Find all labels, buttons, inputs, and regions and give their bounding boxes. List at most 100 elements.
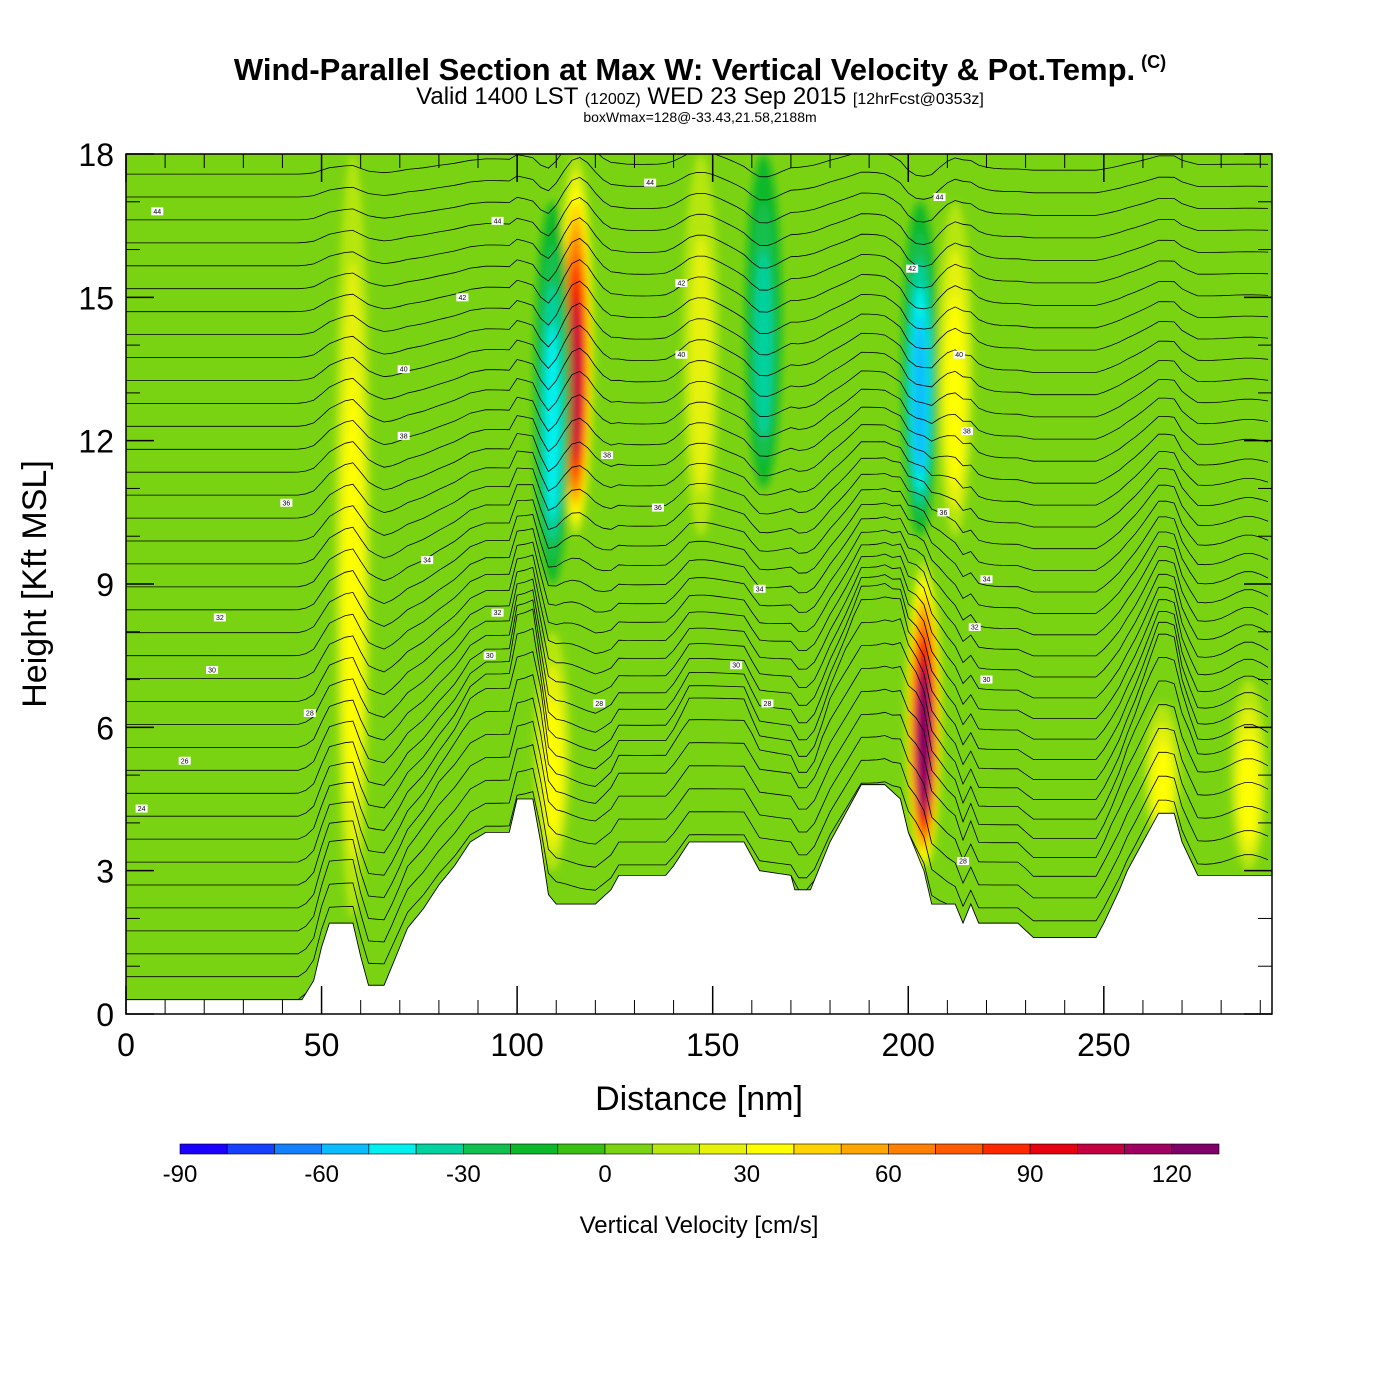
y-tick-label: 15 (78, 280, 114, 316)
velocity-level--45 (544, 323, 560, 520)
theta-label: 42 (675, 279, 688, 288)
y-tick-label: 9 (96, 567, 114, 603)
colorbar-swatch (1029, 1143, 1078, 1155)
theta-label-text: 28 (764, 701, 772, 708)
velocity-feature-updraft (682, 154, 719, 537)
theta-label-text: 34 (423, 558, 431, 565)
x-tick: 250 (1077, 154, 1131, 1063)
theta-label-text: 26 (181, 758, 189, 765)
x-tick: 100 (490, 154, 544, 1063)
theta-label: 32 (968, 623, 981, 632)
theta-contour-line (126, 259, 1269, 313)
theta-label-text: 36 (940, 510, 948, 517)
velocity-level--35 (754, 248, 773, 439)
colorbar-tick-label: 60 (875, 1161, 902, 1188)
colorbar-swatch (557, 1143, 606, 1155)
theta-label-text: 28 (959, 859, 967, 866)
theta-contour-line (126, 582, 1269, 771)
theta-contour-line (126, 502, 1269, 611)
theta-label: 30 (483, 651, 496, 660)
forecast-info: [12hrFcst@0353z] (852, 91, 984, 108)
theta-label-text: 42 (908, 266, 916, 273)
colorbar-swatch (746, 1143, 795, 1155)
y-tick: 9 (96, 567, 1272, 603)
velocity-feature-downdraft (901, 201, 938, 537)
theta-label-text: 28 (595, 701, 603, 708)
x-tick: 200 (882, 154, 935, 1063)
plot-area: 44 44 44 44 42 42 42 40 40 40 38 38 38 36 36 36 34 34 34 32… (126, 154, 1272, 1014)
theta-label: 38 (960, 427, 973, 436)
theta-label-text: 40 (955, 352, 963, 359)
colorbar-swatch (226, 1143, 275, 1155)
valid-utc: (1200Z) (584, 91, 641, 108)
theta-contours (126, 154, 1269, 1001)
theta-label: 30 (980, 675, 993, 684)
theta-contour-line (126, 781, 1269, 978)
velocity-level-25 (689, 235, 712, 494)
colorbar-tick-label: -30 (446, 1161, 481, 1188)
theta-contour-line (126, 574, 1269, 748)
theta-label: 40 (675, 350, 688, 359)
theta-contour-line (126, 541, 1269, 679)
copyright-mark: (C) (1141, 52, 1167, 72)
theta-label-text: 32 (494, 610, 502, 617)
theta-contour-line (126, 564, 1269, 725)
theta-contour-line (126, 758, 1269, 955)
y-tick: 0 (96, 997, 1272, 1033)
theta-contour-line (126, 324, 1269, 381)
colorbar-swatch (415, 1143, 464, 1155)
x-tick: 150 (686, 154, 739, 1063)
velocity-level-35 (1153, 744, 1172, 826)
theta-label: 30 (206, 666, 219, 675)
theta-label: 44 (491, 216, 504, 225)
velocity-level-125 (918, 681, 930, 807)
theta-label-text: 28 (306, 711, 314, 718)
colorbar-swatch (699, 1143, 748, 1155)
y-tick-label: 6 (96, 710, 114, 746)
terrain-mask (126, 784, 1272, 1014)
theta-label-text: 30 (486, 653, 494, 660)
theta-label-text: 38 (400, 433, 408, 440)
theta-label: 28 (303, 709, 316, 718)
chart-title-text: Wind-Parallel Section at Max W: Vertical… (233, 52, 1136, 87)
theta-label: 32 (491, 608, 504, 617)
x-tick-label: 100 (490, 1027, 543, 1063)
theta-label-text: 44 (494, 218, 502, 225)
colorbar-swatch (1171, 1143, 1220, 1155)
theta-label: 42 (906, 264, 919, 273)
theta-label-text: 34 (756, 586, 764, 593)
colorbar-tick-label: 0 (598, 1161, 611, 1188)
theta-label-text: 44 (936, 195, 944, 202)
theta-label-text: 40 (678, 352, 686, 359)
theta-contour-line (126, 370, 1269, 427)
theta-label: 40 (397, 365, 410, 374)
x-tick: 0 (117, 154, 135, 1063)
theta-contour-line (126, 217, 1269, 269)
velocity-feature-downdraft (534, 201, 571, 584)
theta-contour-line (126, 596, 1269, 794)
colorbar-swatch (321, 1143, 370, 1155)
terrain (126, 784, 1272, 1014)
colorbar-swatch (888, 1143, 936, 1155)
theta-label: 26 (178, 756, 191, 765)
theta-label: 44 (933, 193, 946, 202)
theta-label: 40 (953, 350, 966, 359)
theta-contour-line (126, 553, 1269, 702)
x-tick-label: 150 (686, 1027, 739, 1063)
theta-label: 28 (593, 699, 606, 708)
theta-label: 34 (421, 556, 434, 565)
x-tick-label: 50 (304, 1027, 340, 1063)
theta-label: 38 (397, 431, 410, 440)
theta-label-text: 32 (216, 615, 224, 622)
theta-label-text: 30 (208, 668, 216, 675)
y-tick-label: 3 (96, 854, 114, 890)
theta-contour-line (126, 406, 1269, 473)
theta-label: 44 (151, 207, 164, 216)
theta-contour-line (126, 302, 1269, 358)
y-tick-label: 18 (78, 137, 114, 173)
colorbar-swatch (840, 1143, 889, 1155)
y-tick: 18 (78, 137, 1272, 173)
colorbar-swatch (274, 1143, 323, 1155)
theta-contour-line (126, 457, 1269, 542)
